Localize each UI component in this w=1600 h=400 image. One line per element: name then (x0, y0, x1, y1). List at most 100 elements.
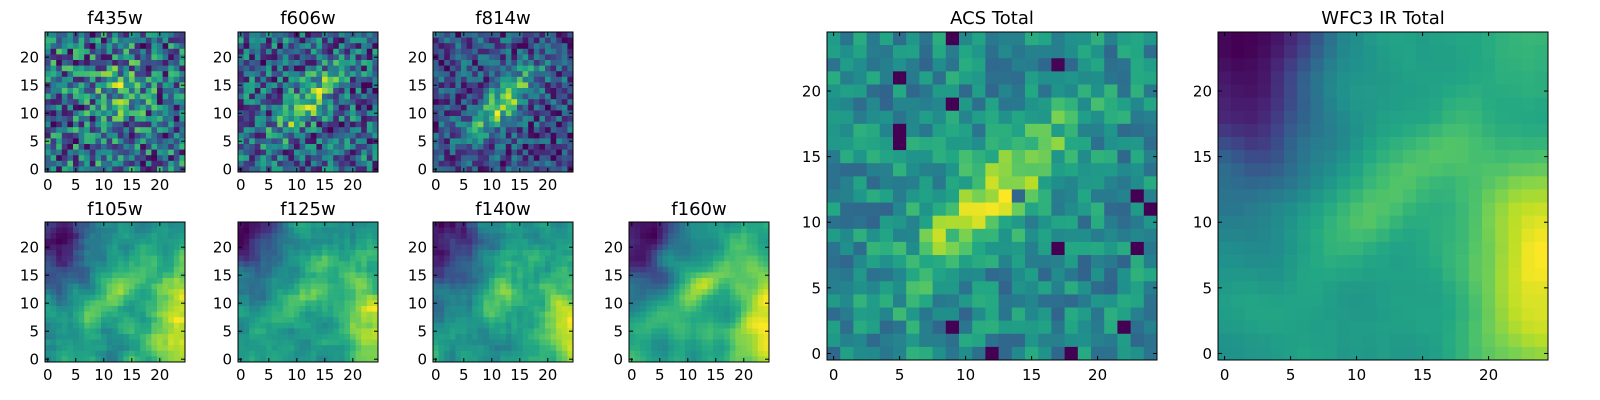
heatmap-cell (477, 345, 484, 352)
heatmap-cell (945, 150, 960, 164)
heatmap-cell (305, 127, 312, 134)
heatmap-cell (1117, 176, 1131, 190)
heatmap-cell (1130, 58, 1145, 72)
heatmap-cell (489, 37, 495, 44)
heatmap-cell (746, 356, 753, 363)
heatmap-cell (45, 160, 51, 167)
heatmap-cell (361, 65, 368, 72)
heatmap-cell (505, 339, 512, 346)
heatmap-cell (556, 65, 563, 72)
heatmap-cell (322, 93, 328, 100)
heatmap-cell (444, 166, 451, 173)
heatmap-cell (657, 238, 663, 245)
heatmap-cell (157, 345, 163, 352)
heatmap-cell (959, 58, 973, 72)
heatmap-cell (243, 222, 250, 228)
heatmap-cell (45, 132, 51, 139)
heatmap-cell (112, 266, 119, 273)
heatmap-cell (455, 166, 462, 173)
heatmap-cell (89, 300, 96, 307)
heatmap-cell (282, 322, 289, 329)
heatmap-cell (561, 149, 568, 156)
heatmap-cell (249, 227, 256, 234)
heatmap-cell (461, 317, 467, 324)
heatmap-cell (757, 266, 764, 273)
heatmap-cell (1117, 45, 1131, 59)
heatmap-cell (282, 328, 289, 335)
heatmap-cell (361, 71, 368, 78)
heatmap-cell (56, 250, 63, 256)
heatmap-cell (140, 37, 147, 44)
heatmap-cell (866, 97, 881, 112)
heatmap-cell (277, 238, 284, 245)
heatmap-cell (101, 283, 107, 290)
heatmap-cell (528, 306, 535, 312)
heatmap-cell (707, 289, 714, 296)
heatmap-cell (372, 76, 379, 83)
heatmap-cell (840, 189, 854, 203)
heatmap-cell (101, 345, 107, 352)
heatmap-cell (168, 350, 175, 357)
heatmap-cell (449, 278, 456, 284)
heatmap-cell (117, 82, 124, 89)
heatmap-cell (477, 76, 484, 83)
heatmap-cell (372, 227, 379, 234)
heatmap-cell (879, 71, 894, 85)
heatmap-cell (556, 127, 563, 134)
heatmap-cell (668, 294, 675, 301)
heatmap-cell (701, 350, 708, 357)
heatmap-cell (140, 300, 147, 307)
heatmap-cell (338, 32, 345, 38)
heatmap-cell (483, 88, 490, 94)
heatmap-cell (316, 350, 323, 357)
heatmap-cell (95, 104, 102, 111)
heatmap-cell (134, 300, 141, 307)
heatmap-cell (550, 322, 557, 329)
heatmap-cell (140, 227, 147, 234)
y-tick-label: 5 (222, 323, 232, 341)
heatmap-cell (112, 328, 119, 335)
heatmap-cell (316, 294, 323, 301)
heatmap-cell (561, 60, 568, 66)
heatmap-cell (84, 43, 91, 50)
heatmap-cell (449, 317, 456, 324)
heatmap-cell (533, 60, 540, 66)
heatmap-cell (179, 345, 186, 352)
heatmap-cell (494, 116, 501, 122)
heatmap-cell (322, 65, 328, 72)
heatmap-cell (344, 144, 351, 150)
heatmap-cell (651, 278, 658, 284)
heatmap-cell (567, 306, 574, 312)
heatmap-cell (67, 160, 74, 167)
heatmap-cell (461, 65, 467, 72)
heatmap-cell (254, 37, 261, 44)
heatmap-cell (112, 76, 119, 83)
heatmap-cell (350, 283, 356, 290)
heatmap-cell (483, 322, 490, 329)
heatmap-cell (117, 278, 124, 284)
heatmap-cell (78, 227, 85, 234)
heatmap-cell (89, 88, 96, 94)
heatmap-cell (344, 317, 351, 324)
heatmap-cell (763, 311, 770, 318)
heatmap-cell (338, 278, 345, 284)
heatmap-cell (101, 54, 107, 61)
heatmap-cell (567, 65, 574, 72)
heatmap-cell (140, 233, 147, 240)
heatmap-cell (129, 261, 135, 268)
heatmap-cell (1117, 150, 1131, 164)
heatmap-cell (438, 322, 445, 329)
heatmap-cell (89, 160, 96, 167)
heatmap-cell (61, 110, 68, 117)
heatmap-cell (489, 93, 495, 100)
heatmap-cell (333, 48, 340, 55)
heatmap-cell (157, 328, 163, 335)
heatmap-cell (294, 233, 300, 240)
heatmap-cell (455, 60, 462, 66)
heatmap-cell (985, 84, 999, 98)
heatmap-cell (288, 160, 295, 167)
heatmap-cell (494, 104, 501, 111)
heatmap-cell (123, 255, 130, 262)
heatmap-cell (260, 289, 267, 296)
heatmap-cell (288, 155, 295, 162)
